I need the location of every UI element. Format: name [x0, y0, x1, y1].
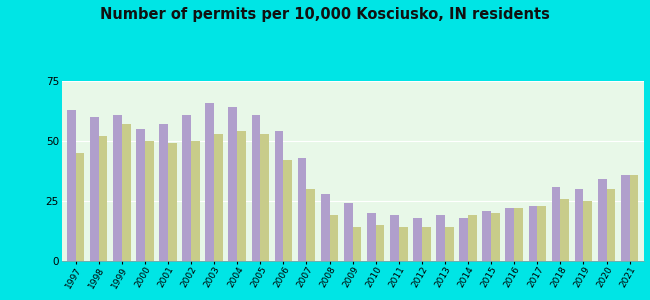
- Bar: [67, 110, 75, 261]
- Bar: [260, 134, 269, 261]
- Bar: [214, 134, 223, 261]
- Bar: [228, 107, 237, 261]
- Text: Number of permits per 10,000 Kosciusko, IN residents: Number of permits per 10,000 Kosciusko, …: [100, 8, 550, 22]
- Bar: [252, 115, 260, 261]
- Bar: [390, 215, 399, 261]
- Bar: [237, 131, 246, 261]
- Bar: [205, 103, 214, 261]
- Bar: [538, 206, 546, 261]
- Bar: [436, 215, 445, 261]
- Bar: [298, 158, 306, 261]
- Bar: [422, 227, 431, 261]
- Bar: [460, 218, 468, 261]
- Bar: [376, 225, 385, 261]
- Bar: [575, 189, 584, 261]
- Bar: [606, 189, 616, 261]
- Bar: [560, 199, 569, 261]
- Bar: [283, 160, 292, 261]
- Bar: [621, 175, 630, 261]
- Bar: [528, 206, 538, 261]
- Bar: [145, 141, 153, 261]
- Bar: [306, 189, 315, 261]
- Bar: [514, 208, 523, 261]
- Bar: [75, 153, 84, 261]
- Bar: [168, 143, 177, 261]
- Bar: [352, 227, 361, 261]
- Bar: [99, 136, 107, 261]
- Bar: [113, 115, 122, 261]
- Bar: [584, 201, 592, 261]
- Bar: [506, 208, 514, 261]
- Bar: [468, 215, 477, 261]
- Bar: [90, 117, 99, 261]
- Bar: [630, 175, 638, 261]
- Bar: [191, 141, 200, 261]
- Bar: [413, 218, 422, 261]
- Bar: [445, 227, 454, 261]
- Bar: [330, 215, 338, 261]
- Bar: [122, 124, 131, 261]
- Bar: [320, 194, 330, 261]
- Bar: [598, 179, 606, 261]
- Bar: [344, 203, 352, 261]
- Bar: [552, 187, 560, 261]
- Bar: [274, 131, 283, 261]
- Bar: [159, 124, 168, 261]
- Bar: [136, 129, 145, 261]
- Bar: [491, 213, 500, 261]
- Bar: [182, 115, 191, 261]
- Bar: [399, 227, 408, 261]
- Bar: [482, 211, 491, 261]
- Bar: [367, 213, 376, 261]
